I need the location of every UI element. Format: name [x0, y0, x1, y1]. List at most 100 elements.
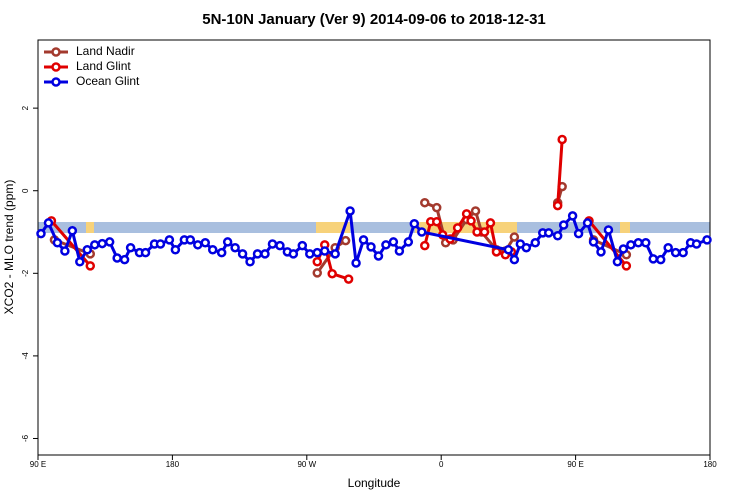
data-point [509, 254, 520, 265]
data-point [558, 220, 569, 230]
x-tick-label: 180 [166, 460, 180, 469]
data-point [582, 218, 593, 228]
data-point [621, 261, 632, 271]
data-point [466, 216, 476, 226]
data-point [319, 246, 330, 256]
data-point [479, 227, 490, 237]
data-point [485, 218, 496, 228]
data-point [327, 268, 337, 279]
data-point [185, 235, 196, 245]
data-point [557, 134, 567, 145]
y-tick-label: -6 [21, 434, 30, 442]
data-point [633, 238, 644, 248]
data-point [164, 235, 175, 245]
x-tick-label: 90 E [567, 460, 583, 469]
data-point [552, 230, 563, 241]
data-point [340, 235, 351, 246]
data-point [288, 249, 299, 259]
data-point [612, 256, 623, 267]
map-strip [38, 222, 710, 233]
data-point [36, 228, 46, 239]
data-point [170, 245, 181, 255]
data-point [691, 239, 702, 249]
data-point [420, 197, 430, 208]
data-point [431, 202, 442, 213]
y-axis-label: XCO2 - MLO trend (ppm) [2, 180, 16, 315]
data-point [420, 240, 430, 251]
data-point [155, 239, 166, 249]
legend-label: Land Nadir [76, 44, 135, 58]
data-point [509, 232, 520, 242]
data-point [648, 254, 659, 264]
data-point [193, 240, 203, 250]
data-point [119, 254, 130, 265]
y-tick-label: -4 [21, 352, 30, 360]
data-point [403, 237, 414, 247]
data-point [200, 238, 211, 248]
data-point [552, 200, 563, 211]
data-point [567, 211, 578, 221]
data-point [530, 238, 541, 248]
data-point [216, 247, 227, 258]
data-point [663, 242, 673, 253]
data-point [60, 246, 70, 256]
ocean-band [38, 222, 710, 233]
data-point [409, 219, 420, 229]
data-point [97, 238, 107, 249]
data-point [305, 249, 315, 259]
data-point [655, 254, 666, 265]
plot-frame [37, 39, 711, 456]
data-point [452, 223, 463, 233]
data-point [230, 242, 240, 253]
data-point [85, 261, 96, 271]
data-point [104, 237, 115, 247]
land-band [316, 222, 350, 233]
data-point [312, 247, 323, 258]
data-point [521, 242, 532, 253]
data-point [366, 242, 376, 252]
data-point [89, 240, 100, 250]
data-point [43, 218, 54, 228]
data-point [470, 206, 481, 216]
data-point [417, 227, 427, 237]
land-band [620, 222, 630, 233]
land-band [415, 222, 517, 233]
data-point [388, 237, 399, 247]
data-point [112, 253, 122, 263]
data-point [381, 240, 391, 250]
data-point [603, 225, 614, 235]
data-point [52, 238, 63, 248]
legend-label: Ocean Glint [76, 74, 140, 88]
data-point [82, 245, 93, 255]
x-tick-label: 0 [439, 460, 444, 469]
data-point [351, 258, 361, 268]
data-point [330, 249, 340, 259]
legend-marker [51, 47, 61, 57]
x-axis-label: Longitude [348, 476, 401, 490]
data-point [140, 247, 151, 258]
data-point [618, 244, 629, 254]
chart-title: 5N-10N January (Ver 9) 2014-09-06 to 201… [202, 11, 546, 28]
data-point [207, 245, 218, 255]
data-point [267, 239, 278, 249]
x-tick-label: 90 W [297, 460, 316, 469]
data-point [373, 251, 384, 261]
data-point [472, 227, 482, 237]
data-point [125, 242, 136, 253]
data-point [260, 249, 270, 259]
data-point [678, 247, 688, 258]
data-point [237, 249, 248, 259]
data-point [573, 228, 584, 239]
data-point [670, 247, 681, 258]
data-point [67, 226, 78, 236]
data-point [245, 256, 255, 267]
data-point [702, 235, 712, 245]
data-point [222, 237, 233, 247]
data-point [543, 228, 554, 238]
data-point [431, 216, 442, 227]
data-point [358, 235, 369, 245]
data-point [503, 245, 514, 255]
legend-marker [51, 62, 61, 72]
